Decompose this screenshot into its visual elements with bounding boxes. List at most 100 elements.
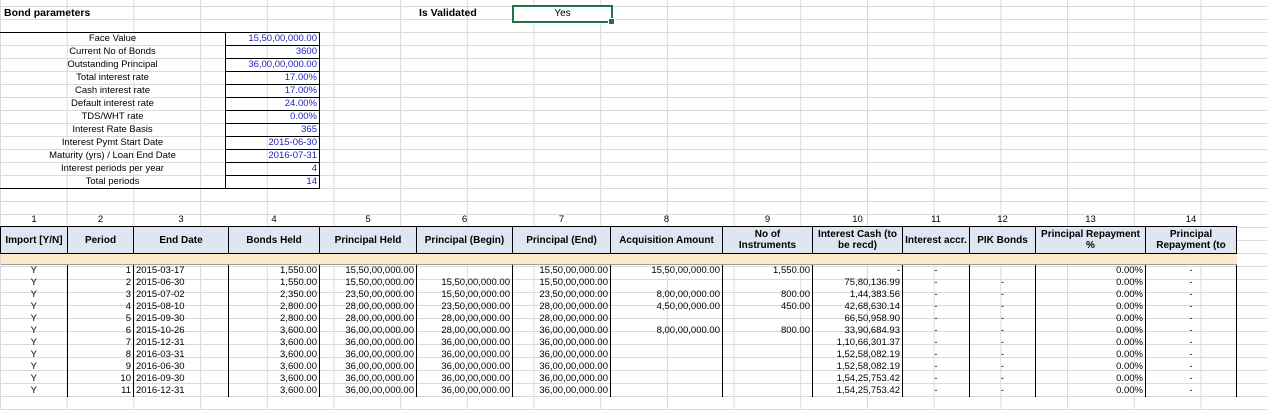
table-cell[interactable]: - <box>902 325 970 337</box>
table-cell[interactable]: - <box>969 277 1036 289</box>
table-cell[interactable]: 1,10,66,301.37 <box>812 337 903 349</box>
param-value-cell[interactable]: 3600 <box>225 45 320 59</box>
table-cell[interactable]: 3,600.00 <box>228 373 320 385</box>
blank-cell[interactable] <box>228 253 320 265</box>
is-validated-cell[interactable]: Yes <box>512 5 615 25</box>
table-cell[interactable]: 36,00,00,000.00 <box>512 325 611 337</box>
table-cell[interactable]: 36,00,00,000.00 <box>512 385 611 397</box>
table-cell[interactable]: - <box>902 361 970 373</box>
table-cell[interactable]: - <box>1145 385 1237 397</box>
table-cell[interactable]: 3 <box>67 289 134 301</box>
table-cell[interactable]: 36,00,00,000.00 <box>319 385 417 397</box>
table-cell[interactable]: 1,54,25,753.42 <box>812 373 903 385</box>
table-cell[interactable]: - <box>902 301 970 313</box>
table-cell[interactable]: 4 <box>67 301 134 313</box>
table-cell[interactable]: Y <box>0 337 68 349</box>
table-cell[interactable]: - <box>1145 313 1237 325</box>
table-cell[interactable]: - <box>902 264 970 277</box>
column-header[interactable]: Principal Repayment % <box>1035 226 1146 254</box>
param-value-cell[interactable]: 17.00% <box>225 84 320 98</box>
table-cell[interactable]: 800.00 <box>722 325 813 337</box>
table-cell[interactable]: 0.00% <box>1035 361 1146 373</box>
table-cell[interactable]: 0.00% <box>1035 373 1146 385</box>
column-header[interactable]: Bonds Held <box>228 226 320 254</box>
table-cell[interactable]: 23,50,00,000.00 <box>416 301 513 313</box>
param-value-cell[interactable]: 15,50,00,000.00 <box>225 32 320 46</box>
column-header[interactable]: PIK Bonds <box>969 226 1036 254</box>
table-cell[interactable]: - <box>969 313 1036 325</box>
table-cell[interactable]: - <box>969 385 1036 397</box>
table-cell[interactable]: 36,00,00,000.00 <box>416 373 513 385</box>
table-cell[interactable]: 36,00,00,000.00 <box>512 361 611 373</box>
table-cell[interactable]: Y <box>0 301 68 313</box>
param-value-cell[interactable]: 4 <box>225 162 320 176</box>
table-cell[interactable]: - <box>902 385 970 397</box>
table-cell[interactable]: Y <box>0 361 68 373</box>
table-cell[interactable]: - <box>902 289 970 301</box>
table-cell[interactable]: - <box>902 337 970 349</box>
table-cell[interactable]: 36,00,00,000.00 <box>319 373 417 385</box>
table-cell[interactable]: - <box>1145 373 1237 385</box>
table-cell[interactable] <box>610 337 723 349</box>
blank-cell[interactable] <box>133 253 229 265</box>
table-cell[interactable] <box>610 361 723 373</box>
table-cell[interactable]: - <box>1145 337 1237 349</box>
table-cell[interactable]: 33,90,684.93 <box>812 325 903 337</box>
table-cell[interactable]: 28,00,00,000.00 <box>512 313 611 325</box>
table-cell[interactable]: 0.00% <box>1035 349 1146 361</box>
table-cell[interactable]: 15,50,00,000.00 <box>512 264 611 277</box>
table-cell[interactable]: 15,50,00,000.00 <box>512 277 611 289</box>
table-cell[interactable]: 8 <box>67 349 134 361</box>
param-value-cell[interactable]: 365 <box>225 123 320 137</box>
param-value-cell[interactable]: 24.00% <box>225 97 320 111</box>
table-cell[interactable]: 10 <box>67 373 134 385</box>
table-cell[interactable]: - <box>1145 325 1237 337</box>
table-cell[interactable]: - <box>902 373 970 385</box>
table-cell[interactable]: 36,00,00,000.00 <box>416 361 513 373</box>
table-cell[interactable]: 36,00,00,000.00 <box>319 361 417 373</box>
blank-cell[interactable] <box>812 253 903 265</box>
table-cell[interactable]: Y <box>0 385 68 397</box>
table-cell[interactable]: 1,44,383.56 <box>812 289 903 301</box>
column-header[interactable]: Import [Y/N] <box>0 226 68 254</box>
table-cell[interactable]: 450.00 <box>722 301 813 313</box>
table-cell[interactable]: 2016-06-30 <box>133 361 229 373</box>
table-cell[interactable] <box>722 361 813 373</box>
table-cell[interactable] <box>722 337 813 349</box>
table-cell[interactable]: 11 <box>67 385 134 397</box>
table-cell[interactable]: 1 <box>67 264 134 277</box>
table-cell[interactable]: 2015-07-02 <box>133 289 229 301</box>
column-header[interactable]: Period <box>67 226 134 254</box>
table-cell[interactable]: 2,800.00 <box>228 313 320 325</box>
table-cell[interactable]: Y <box>0 289 68 301</box>
table-cell[interactable]: - <box>969 361 1036 373</box>
blank-cell[interactable] <box>1145 253 1237 265</box>
blank-cell[interactable] <box>722 253 813 265</box>
table-cell[interactable] <box>610 313 723 325</box>
table-cell[interactable]: - <box>1145 264 1237 277</box>
table-cell[interactable]: - <box>1145 289 1237 301</box>
table-cell[interactable]: 36,00,00,000.00 <box>319 349 417 361</box>
table-cell[interactable]: 2015-03-17 <box>133 264 229 277</box>
table-cell[interactable] <box>722 385 813 397</box>
table-cell[interactable]: - <box>969 337 1036 349</box>
table-cell[interactable]: 2015-10-26 <box>133 325 229 337</box>
column-header[interactable]: Acquisition Amount <box>610 226 723 254</box>
blank-cell[interactable] <box>416 253 513 265</box>
column-header[interactable]: End Date <box>133 226 229 254</box>
table-cell[interactable]: Y <box>0 264 68 277</box>
table-cell[interactable] <box>722 313 813 325</box>
table-cell[interactable]: 15,50,00,000.00 <box>610 264 723 277</box>
column-header[interactable]: Principal Held <box>319 226 417 254</box>
table-cell[interactable]: - <box>902 349 970 361</box>
param-value-cell[interactable]: 17.00% <box>225 71 320 85</box>
table-cell[interactable]: 36,00,00,000.00 <box>512 337 611 349</box>
column-header[interactable]: Principal (Begin) <box>416 226 513 254</box>
table-cell[interactable]: 2015-09-30 <box>133 313 229 325</box>
table-cell[interactable]: 3,600.00 <box>228 337 320 349</box>
table-cell[interactable]: Y <box>0 313 68 325</box>
table-cell[interactable]: - <box>812 264 903 277</box>
table-cell[interactable]: 2015-12-31 <box>133 337 229 349</box>
column-header[interactable]: Principal (End) <box>512 226 611 254</box>
table-cell[interactable]: 0.00% <box>1035 264 1146 277</box>
